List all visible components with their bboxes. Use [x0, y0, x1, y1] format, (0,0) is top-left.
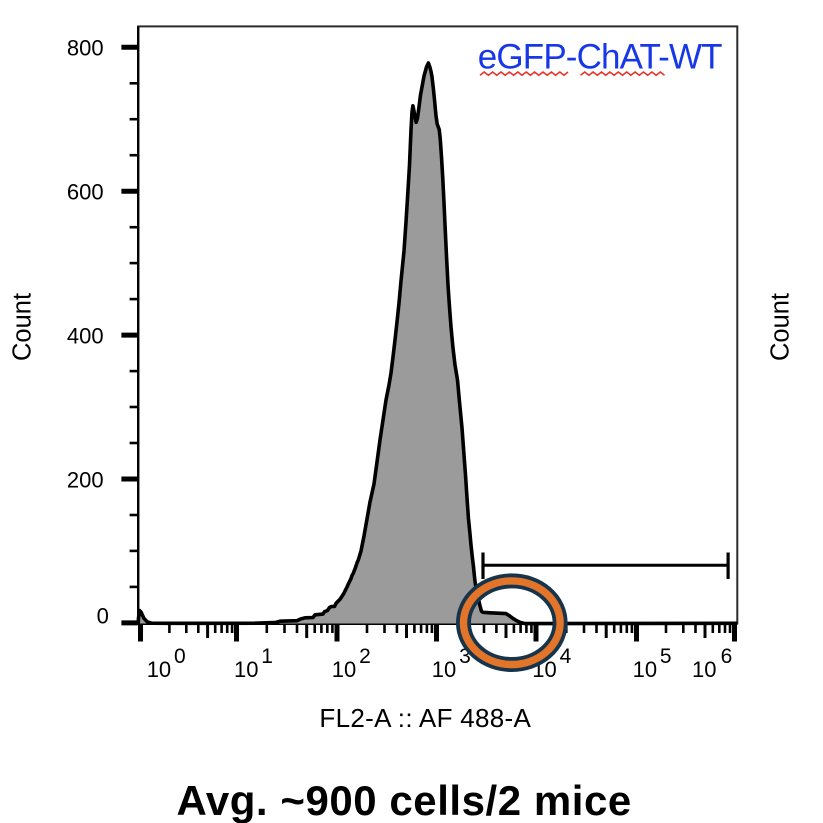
svg-text:600: 600: [67, 180, 104, 205]
svg-text:3: 3: [459, 645, 471, 668]
svg-text:800: 800: [67, 36, 104, 61]
svg-text:2: 2: [359, 645, 371, 668]
svg-text:200: 200: [67, 467, 104, 492]
svg-text:eGFP-ChAT-WT: eGFP-ChAT-WT: [478, 38, 722, 77]
svg-text:10: 10: [633, 657, 657, 682]
svg-text:6: 6: [721, 645, 733, 668]
svg-text:400: 400: [67, 323, 104, 348]
svg-text:Count: Count: [9, 293, 37, 361]
svg-text:10: 10: [332, 657, 356, 682]
svg-text:10: 10: [692, 657, 716, 682]
svg-text:FL2-A :: AF 488-A: FL2-A :: AF 488-A: [319, 703, 531, 733]
svg-text:Count: Count: [767, 293, 795, 361]
svg-text:10: 10: [234, 657, 258, 682]
svg-text:5: 5: [660, 645, 672, 668]
svg-text:0: 0: [174, 645, 186, 668]
svg-text:10: 10: [147, 657, 171, 682]
svg-text:10: 10: [432, 657, 456, 682]
svg-text:0: 0: [97, 603, 109, 628]
svg-text:1: 1: [261, 645, 273, 668]
svg-text:4: 4: [560, 645, 572, 668]
svg-text:Avg. ~900 cells/2 mice: Avg. ~900 cells/2 mice: [177, 777, 632, 823]
